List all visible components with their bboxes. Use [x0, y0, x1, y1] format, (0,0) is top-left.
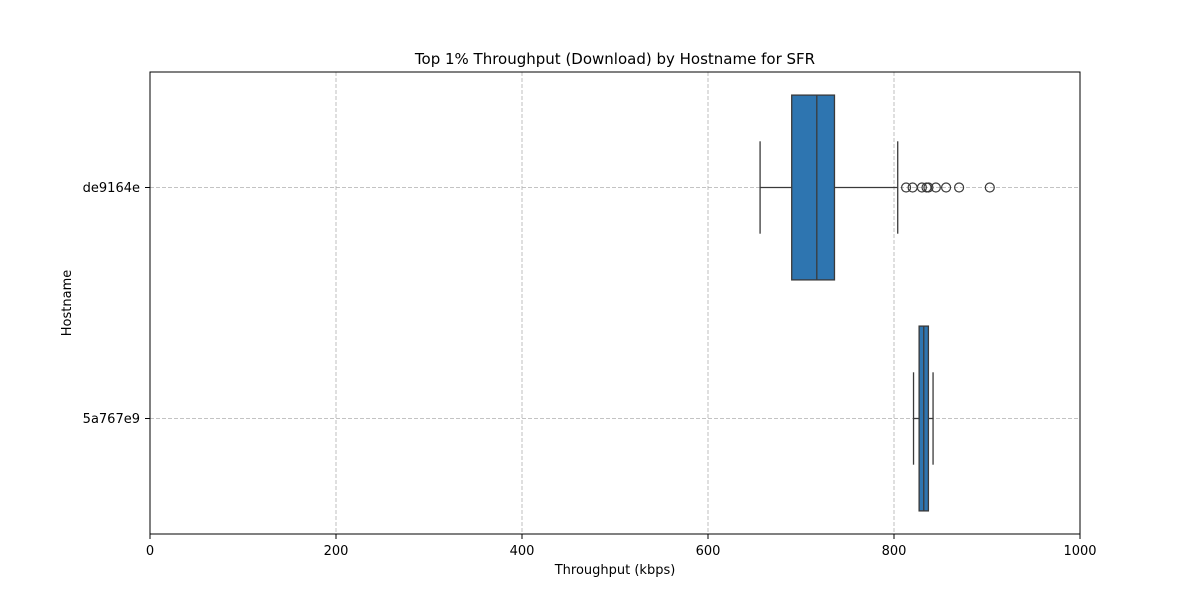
y-tick-label: 5a767e9 — [83, 412, 140, 427]
x-tick-label: 600 — [696, 544, 721, 559]
y-tick-label: de9164e — [83, 181, 140, 196]
x-tick-label: 400 — [510, 544, 535, 559]
outlier-point — [923, 182, 934, 193]
outlier-point — [953, 182, 965, 193]
x-tick-label: 1000 — [1063, 544, 1096, 559]
outlier-point — [930, 182, 941, 193]
box-plots — [759, 94, 995, 512]
plot-area-frame — [149, 71, 1081, 535]
y-axis: de9164e 5a767e9 — [83, 181, 150, 427]
box-plot-de9164e — [759, 94, 995, 281]
iqr-box — [791, 94, 836, 281]
outlier-point — [940, 182, 952, 193]
outlier-point — [916, 182, 928, 193]
box-plot-5a767e9 — [912, 325, 934, 512]
x-axis-title: Throughput (kbps) — [554, 563, 676, 578]
x-tick-label: 800 — [882, 544, 907, 559]
x-axis: 0 200 400 600 800 1000 — [146, 534, 1097, 559]
x-tick-label: 200 — [324, 544, 349, 559]
chart-title: Top 1% Throughput (Download) by Hostname… — [414, 50, 815, 68]
x-tick-label: 0 — [146, 544, 154, 559]
outlier-point — [900, 182, 912, 193]
outlier-point — [984, 182, 995, 193]
y-axis-title: Hostname — [60, 270, 75, 336]
